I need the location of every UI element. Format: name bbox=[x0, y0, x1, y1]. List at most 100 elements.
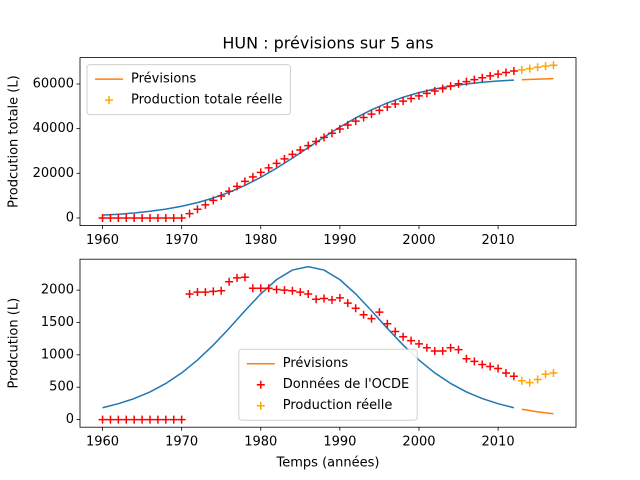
data-point bbox=[494, 364, 503, 373]
data-point bbox=[462, 354, 471, 363]
data-point bbox=[383, 103, 392, 112]
x-tick-label: 1990 bbox=[323, 435, 356, 450]
data-point bbox=[201, 288, 210, 297]
x-tick-label: 1970 bbox=[165, 435, 198, 450]
data-point bbox=[240, 177, 249, 186]
data-point bbox=[130, 213, 139, 222]
x-tick-label: 2000 bbox=[402, 233, 435, 248]
data-point bbox=[256, 284, 265, 293]
data-point bbox=[114, 213, 123, 222]
data-point bbox=[327, 295, 336, 304]
x-tick-label: 2000 bbox=[402, 435, 435, 450]
data-point bbox=[161, 213, 170, 222]
x-tick-label: 2010 bbox=[482, 233, 515, 248]
data-point bbox=[414, 91, 423, 100]
data-point bbox=[399, 332, 408, 341]
x-tick-label: 2010 bbox=[482, 435, 515, 450]
data-point bbox=[153, 213, 162, 222]
data-point bbox=[256, 168, 265, 177]
data-point bbox=[533, 63, 542, 72]
data-point bbox=[312, 137, 321, 146]
legend-label: Production totale réelle bbox=[131, 93, 282, 108]
data-point bbox=[549, 61, 558, 70]
y-axis-label: Prodcution (L) bbox=[7, 298, 22, 389]
data-point bbox=[470, 357, 479, 366]
data-point bbox=[335, 125, 344, 134]
data-point bbox=[272, 159, 281, 168]
data-point bbox=[201, 200, 210, 209]
data-point bbox=[193, 288, 202, 297]
data-point bbox=[335, 293, 344, 302]
data-point bbox=[549, 368, 558, 377]
data-point bbox=[486, 71, 495, 80]
data-point bbox=[98, 213, 107, 222]
legend-label: Production réelle bbox=[283, 398, 393, 413]
y-tick-label: 40000 bbox=[33, 121, 74, 136]
data-point bbox=[320, 133, 329, 142]
data-point bbox=[509, 67, 518, 76]
data-point bbox=[280, 286, 289, 295]
data-point bbox=[501, 368, 510, 377]
data-point bbox=[209, 287, 218, 296]
data-point bbox=[240, 273, 249, 282]
legend-label: Prévisions bbox=[131, 72, 197, 87]
legend-box bbox=[86, 64, 291, 116]
data-point bbox=[233, 182, 242, 191]
data-point bbox=[264, 163, 273, 172]
data-point bbox=[351, 304, 360, 313]
data-point bbox=[391, 100, 400, 109]
data-point bbox=[399, 97, 408, 106]
data-point bbox=[106, 415, 115, 424]
data-point bbox=[177, 415, 186, 424]
x-tick-label: 1970 bbox=[165, 233, 198, 248]
data-point bbox=[446, 82, 455, 91]
data-point bbox=[225, 187, 234, 196]
series-line bbox=[521, 77, 554, 81]
data-point bbox=[233, 273, 242, 282]
data-point bbox=[359, 113, 368, 122]
data-point bbox=[422, 343, 431, 352]
data-point bbox=[169, 415, 178, 424]
data-point bbox=[478, 360, 487, 369]
data-point bbox=[161, 415, 170, 424]
data-point bbox=[122, 415, 131, 424]
data-point bbox=[264, 284, 273, 293]
data-point bbox=[383, 319, 392, 328]
y-tick-label: 1500 bbox=[41, 315, 74, 330]
data-point bbox=[533, 375, 542, 384]
legend-box bbox=[238, 348, 418, 421]
data-point bbox=[304, 290, 313, 299]
data-point bbox=[375, 308, 384, 317]
data-point bbox=[478, 73, 487, 82]
data-point bbox=[422, 89, 431, 98]
data-point bbox=[193, 205, 202, 214]
x-axis-label: Temps (années) bbox=[276, 456, 380, 471]
data-point bbox=[375, 106, 384, 115]
y-axis-label: Prodcution totale (L) bbox=[7, 75, 22, 208]
y-tick-label: 500 bbox=[49, 380, 74, 395]
data-point bbox=[367, 110, 376, 119]
data-point bbox=[304, 141, 313, 150]
data-point bbox=[177, 213, 186, 222]
data-point bbox=[122, 213, 131, 222]
data-point bbox=[438, 346, 447, 355]
data-point bbox=[517, 376, 526, 385]
data-point bbox=[146, 213, 155, 222]
data-point bbox=[138, 213, 147, 222]
series-line bbox=[102, 265, 515, 409]
y-tick-label: 0 bbox=[66, 210, 74, 225]
data-point bbox=[351, 117, 360, 126]
data-point bbox=[272, 285, 281, 294]
data-point bbox=[525, 64, 534, 73]
data-point bbox=[130, 415, 139, 424]
data-point bbox=[288, 150, 297, 159]
data-point bbox=[407, 336, 416, 345]
legend-symbol bbox=[256, 380, 265, 389]
data-point bbox=[312, 295, 321, 304]
data-point bbox=[296, 288, 305, 297]
data-point bbox=[248, 284, 257, 293]
x-tick-label: 1980 bbox=[244, 435, 277, 450]
axes-frame bbox=[79, 57, 577, 226]
axes-frame bbox=[79, 258, 577, 428]
